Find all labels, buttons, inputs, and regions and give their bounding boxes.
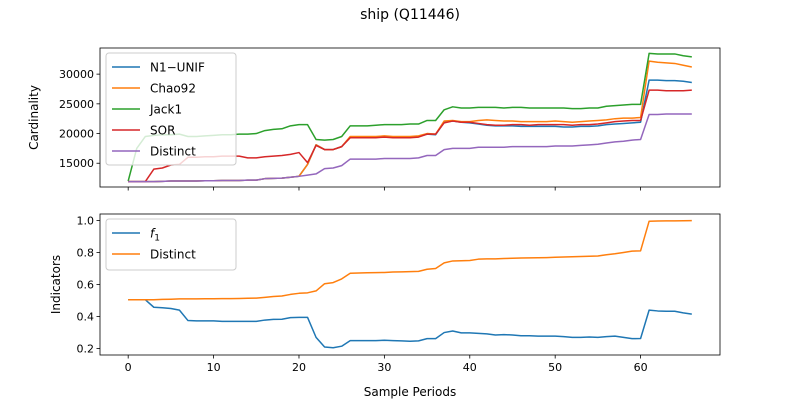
x-tick-label: 30 <box>377 361 391 374</box>
y-axis-label: Indicators <box>49 255 63 314</box>
legend-label: N1−UNIF <box>150 61 205 75</box>
y-tick-label: 0.4 <box>77 311 95 324</box>
legend-label: Jack1 <box>149 103 182 117</box>
legend-box <box>105 218 237 271</box>
y-axis-label: Cardinality <box>27 85 41 150</box>
x-tick-label: 0 <box>125 361 132 374</box>
y-tick-label: 30000 <box>59 68 94 81</box>
cardinality-panel: 15000 20000 25000 30000 Cardinality N1−UNIF Ch… <box>27 47 721 191</box>
y-tick-label: 0.6 <box>77 279 95 292</box>
series-line-1-1 <box>128 219 692 301</box>
y-tick-label: 0.8 <box>77 246 95 259</box>
series-line-0-4 <box>128 113 692 183</box>
legend-label: f1 <box>150 227 160 244</box>
indicators-panel: 0 10 20 30 40 50 60 0.2 0.4 0.6 0.8 1.0 Indicators f1… <box>49 213 721 374</box>
legend-label: Distinct <box>150 145 196 159</box>
y-tick-label: 25000 <box>59 98 94 111</box>
axes-frame <box>99 47 721 188</box>
x-tick-label: 10 <box>207 361 221 374</box>
series-line-1-0 <box>128 298 692 349</box>
legend-box <box>105 52 237 166</box>
figure-title: ship (Q11446) <box>360 7 460 23</box>
y-tick-label: 0.2 <box>77 343 95 356</box>
x-tick-label: 60 <box>634 361 648 374</box>
x-axis-label: Sample Periods <box>364 385 456 399</box>
x-tick-label: 50 <box>548 361 562 374</box>
y-tick-label: 15000 <box>59 157 94 170</box>
legend-label: SOR <box>150 124 175 138</box>
y-tick-label: 20000 <box>59 128 94 141</box>
legend-label: Distinct <box>150 248 196 262</box>
x-tick-label: 20 <box>292 361 306 374</box>
x-tick-label: 40 <box>463 361 477 374</box>
legend-label: Chao92 <box>150 82 196 96</box>
y-tick-label: 1.0 <box>77 214 95 227</box>
